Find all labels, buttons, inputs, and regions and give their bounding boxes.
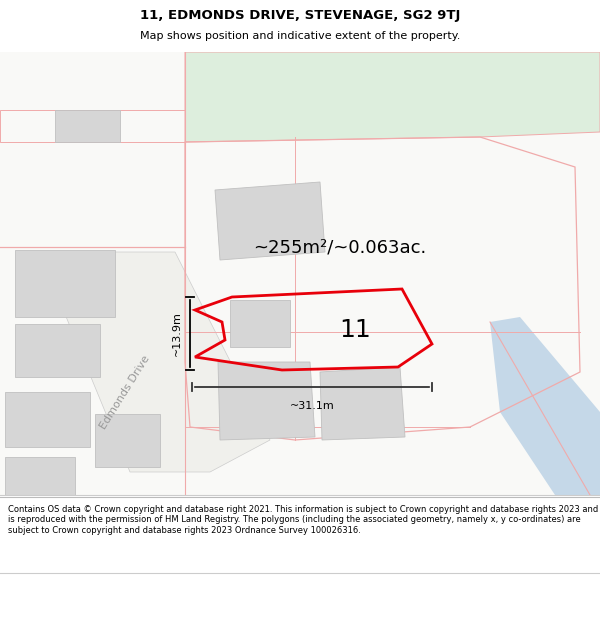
Polygon shape (0, 52, 600, 495)
Text: ~31.1m: ~31.1m (290, 401, 334, 411)
Polygon shape (15, 250, 115, 317)
Text: 11: 11 (339, 318, 371, 342)
Polygon shape (490, 317, 600, 495)
Text: Edmonds Drive: Edmonds Drive (98, 353, 152, 431)
Text: Map shows position and indicative extent of the property.: Map shows position and indicative extent… (140, 31, 460, 41)
Polygon shape (15, 324, 100, 377)
Polygon shape (60, 252, 270, 472)
Polygon shape (55, 110, 120, 142)
Text: ~255m²/~0.063ac.: ~255m²/~0.063ac. (253, 238, 427, 256)
Polygon shape (320, 367, 405, 440)
Text: ~13.9m: ~13.9m (172, 311, 182, 356)
Polygon shape (185, 52, 600, 142)
Text: Contains OS data © Crown copyright and database right 2021. This information is : Contains OS data © Crown copyright and d… (8, 505, 598, 535)
Polygon shape (95, 414, 160, 467)
Polygon shape (218, 362, 315, 440)
Polygon shape (215, 182, 325, 260)
Polygon shape (5, 392, 90, 447)
Polygon shape (230, 300, 290, 347)
Text: 11, EDMONDS DRIVE, STEVENAGE, SG2 9TJ: 11, EDMONDS DRIVE, STEVENAGE, SG2 9TJ (140, 9, 460, 22)
Polygon shape (5, 457, 75, 495)
